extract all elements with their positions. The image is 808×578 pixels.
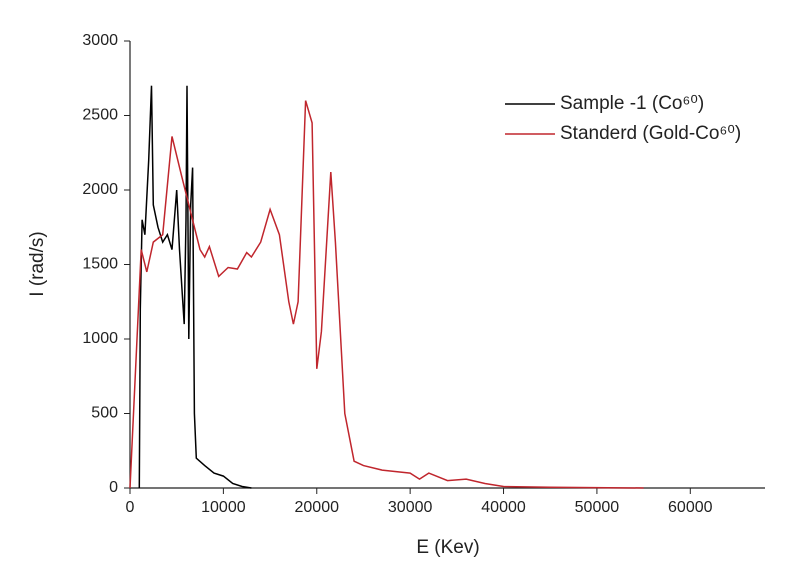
x-tick-label: 30000	[388, 499, 433, 516]
y-tick-label: 500	[91, 405, 118, 422]
legend-label: Standerd (Gold-Co⁶⁰)	[560, 123, 741, 144]
y-tick-label: 3000	[82, 32, 118, 49]
y-tick-label: 2000	[82, 181, 118, 198]
y-tick-label: 2500	[82, 107, 118, 124]
y-axis-label: I (rad/s)	[27, 231, 48, 296]
x-tick-label: 40000	[481, 499, 526, 516]
x-tick-label: 10000	[201, 499, 246, 516]
y-tick-label: 1500	[82, 256, 118, 273]
data-line	[129, 100, 644, 489]
x-tick-label: 20000	[295, 499, 340, 516]
y-tick-label: 0	[109, 479, 118, 496]
y-tick-label: 1000	[82, 330, 118, 347]
data-line	[138, 85, 252, 489]
x-tick-label: 60000	[668, 499, 713, 516]
legend-label: Sample -1 (Co⁶⁰)	[560, 93, 704, 114]
x-tick-label: 0	[126, 499, 135, 516]
x-tick-label: 50000	[575, 499, 620, 516]
x-axis-label: E (Kev)	[416, 537, 479, 558]
